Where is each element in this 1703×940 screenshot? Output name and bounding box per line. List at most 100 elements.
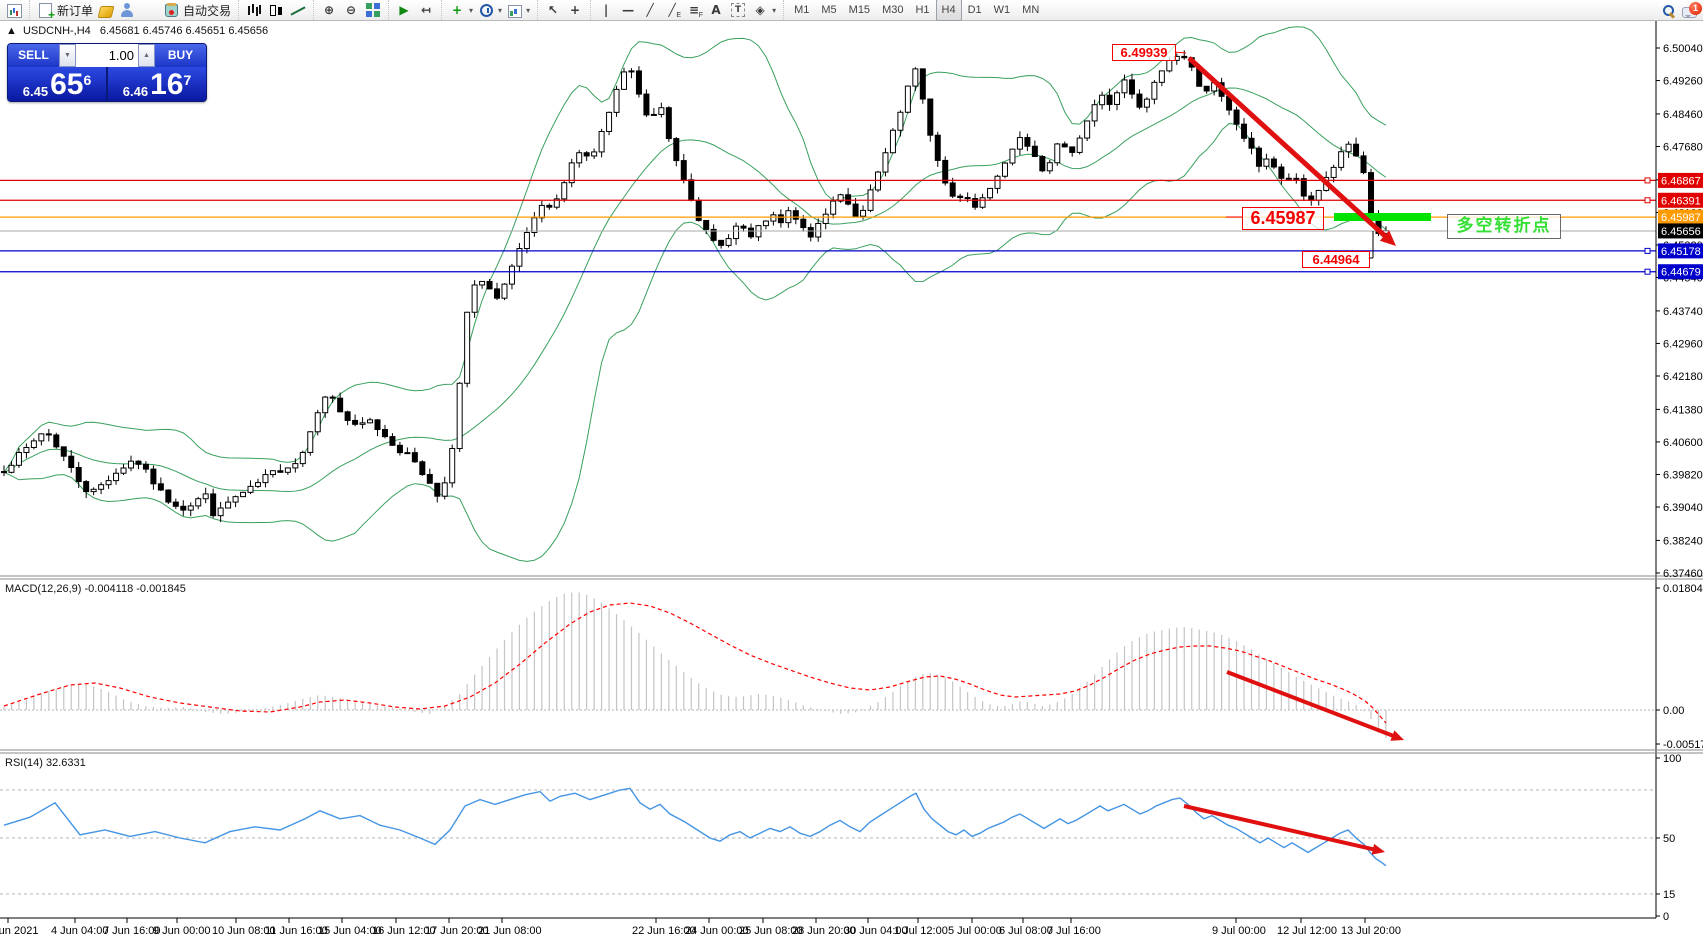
autotrading-button[interactable]: 自动交易 — [160, 1, 234, 19]
sell-button[interactable]: SELL — [8, 44, 59, 67]
rsi-pane — [0, 787, 1656, 895]
price-label-box — [1658, 223, 1703, 239]
trend-arrow-macd[interactable] — [1226, 670, 1398, 739]
tf-mn-button[interactable]: MN — [1022, 4, 1040, 16]
candlestick-chart-button[interactable] — [265, 1, 287, 19]
chevron-down-icon[interactable]: ▾ — [772, 5, 777, 15]
community-icon[interactable] — [116, 1, 138, 19]
price-tick-label: 6.39820 — [1663, 469, 1703, 481]
volume-down-button[interactable]: ▼ — [59, 44, 76, 67]
time-tick-label: 11 Jun 16:00 — [265, 925, 328, 937]
time-tick-label: 30 Jun 04:00 — [844, 925, 908, 937]
line-handle — [1644, 197, 1651, 204]
tf-h4-button[interactable]: H4 — [935, 0, 962, 21]
candlestick-series — [1, 50, 1389, 523]
collapse-icon[interactable]: ▲ — [6, 25, 17, 37]
tile-windows-button[interactable] — [362, 1, 384, 19]
horizontal-line-icon: — — [622, 3, 635, 17]
sell-price-point: 6 — [83, 72, 92, 88]
price-tick-label: 6.48460 — [1663, 109, 1703, 121]
periods-button[interactable]: ▾ — [476, 1, 505, 19]
tf-m1-button[interactable]: M1 — [794, 4, 810, 16]
buy-price-pips: 16 — [150, 68, 184, 101]
tf-m30-button[interactable]: M30 — [882, 4, 904, 16]
volume-input[interactable] — [76, 44, 138, 67]
cursor-button[interactable]: ↖ — [542, 1, 564, 19]
zoom-in-button[interactable]: ⊕ — [318, 1, 340, 19]
price-tick-label: 6.50040 — [1663, 43, 1703, 55]
rsi-line — [3, 787, 1387, 867]
tf-d1-button[interactable]: D1 — [967, 4, 982, 16]
volume-up-button[interactable]: ▲ — [138, 44, 155, 67]
macd-axis-label: -0.005173 — [1663, 739, 1703, 751]
time-tick-label: 28 Jun 20:00 — [792, 925, 856, 937]
tf-m15-button[interactable]: M15 — [848, 4, 871, 16]
time-tick-label: 7 Jun 16:00 — [103, 925, 161, 937]
text-label-icon: T — [731, 3, 746, 17]
buy-price[interactable]: 6.46 16 7 — [108, 67, 206, 101]
price-label: 6.45656 — [1661, 226, 1701, 238]
line-handle — [1644, 268, 1651, 275]
signals-icon[interactable] — [138, 1, 160, 19]
time-tick-label: 25 Jun 08:00 — [739, 925, 803, 937]
time-tick-label: 17 Jun 20:00 — [425, 925, 489, 937]
main-pane — [1, 26, 1389, 562]
trend-arrow-rsi[interactable] — [1183, 804, 1378, 853]
chevron-down-icon[interactable]: ▾ — [469, 5, 474, 15]
price-label-box — [1658, 209, 1703, 225]
notifications-icon[interactable]: 1 — [1682, 1, 1702, 18]
market-icon[interactable] — [96, 1, 116, 19]
macd-axis-label: 0.00 — [1663, 705, 1684, 717]
new-order-button[interactable]: 新订单 — [34, 1, 96, 22]
price-label: 6.46391 — [1661, 195, 1701, 207]
tf-m5-button[interactable]: M5 — [821, 4, 837, 16]
chart-shift-button[interactable]: ↤ — [415, 1, 437, 19]
chevron-down-icon[interactable]: ▾ — [526, 5, 531, 15]
vertical-line-button[interactable]: | — [595, 1, 617, 19]
annotation-peak-price[interactable]: 6.49939 — [1112, 44, 1176, 61]
tf-h1-button[interactable]: H1 — [915, 4, 930, 16]
price-tick-label: 6.39040 — [1663, 502, 1703, 514]
terminal-icon[interactable] — [4, 1, 25, 19]
price-tick-label: 6.37460 — [1663, 568, 1703, 580]
tf-w1-button[interactable]: W1 — [993, 4, 1011, 16]
chevron-down-icon[interactable]: ▾ — [498, 5, 503, 15]
text-icon: A — [711, 3, 721, 17]
search-icon[interactable] — [1662, 4, 1676, 18]
price-tick-label: 6.47680 — [1663, 141, 1703, 153]
auto-scroll-icon: ▶ — [399, 3, 409, 17]
annotation-support-price[interactable]: 6.45987 — [1242, 207, 1324, 230]
price-tick-label: 6.42180 — [1663, 371, 1703, 383]
macd-signal-line — [3, 602, 1387, 724]
market-icon-icon — [97, 5, 115, 18]
buy-button[interactable]: BUY — [155, 44, 206, 67]
trend-arrow-rsi-head — [1371, 843, 1385, 855]
fibonacci-button[interactable]: ≡ F — [683, 1, 705, 19]
text-label-button[interactable]: T — [727, 1, 749, 19]
channel-button[interactable]: ╱ E — [661, 1, 683, 19]
trendline-button[interactable]: ╱ — [639, 1, 661, 19]
trend-arrow-main[interactable] — [1187, 56, 1392, 243]
one-click-trading-panel: SELL ▼ ▲ BUY 6.45 65 6 6.46 16 7 — [7, 43, 207, 102]
text-button[interactable]: A — [705, 1, 727, 19]
bar-chart-button[interactable] — [243, 1, 265, 19]
line-chart-button[interactable] — [287, 1, 309, 19]
indicators-button[interactable]: + ▾ — [446, 1, 476, 19]
price-label: 6.46867 — [1661, 175, 1701, 187]
zoom-out-button[interactable]: ⊖ — [340, 1, 362, 19]
green-highlight-bar[interactable] — [1334, 213, 1431, 221]
time-tick-label: 15 Jun 04:00 — [318, 925, 382, 937]
auto-scroll-button[interactable]: ▶ — [393, 1, 415, 19]
crosshair-button[interactable]: + — [564, 1, 586, 19]
sell-price[interactable]: 6.45 65 6 — [8, 67, 106, 101]
horizontal-line-button[interactable]: — — [617, 1, 639, 19]
time-tick-label: 5 Jul 00:00 — [948, 925, 1002, 937]
cursor-icon: ↖ — [548, 3, 559, 17]
annotation-turning-point[interactable]: 多空转折点 — [1447, 214, 1561, 239]
vertical-line-icon: | — [603, 3, 609, 17]
zoom-out-icon: ⊖ — [346, 3, 357, 17]
arrows-button[interactable]: ◈ ▾ — [749, 1, 779, 19]
templates-button[interactable]: ▾ — [505, 1, 533, 19]
line-handle — [1644, 177, 1651, 184]
annotation-low-price[interactable]: 6.44964 — [1302, 251, 1370, 268]
